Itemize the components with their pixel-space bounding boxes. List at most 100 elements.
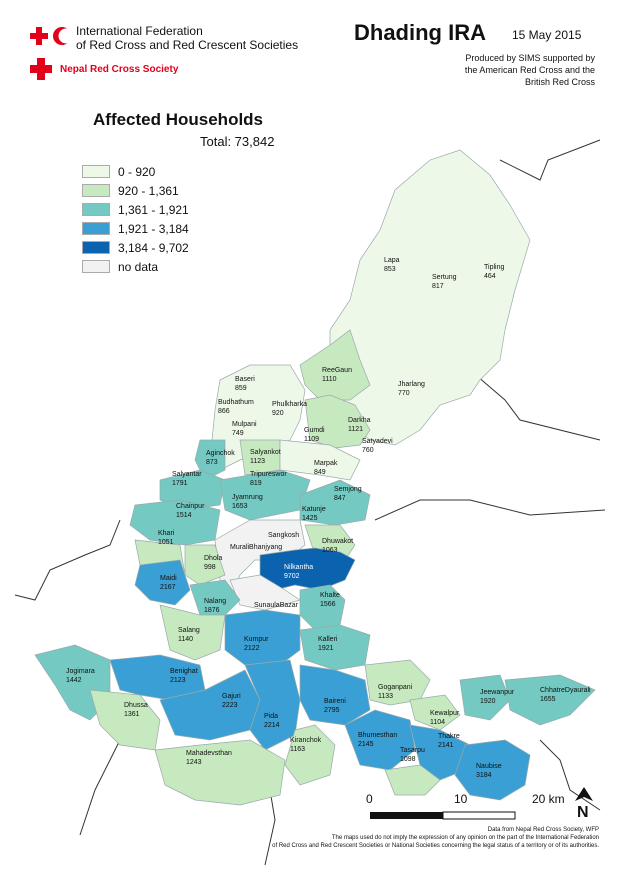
scale-mid: 10 — [454, 792, 468, 806]
legend-label: 1,361 - 1,921 — [118, 202, 189, 217]
vdc-label: Kiranchok 1163 — [290, 737, 322, 753]
footer-line-3: of Red Cross and Red Crescent Societies … — [272, 843, 599, 849]
vdc-label: Mahadevsthan 1243 — [186, 750, 232, 766]
vdc-aginchok — [194, 439, 226, 481]
vdc-label: Baseri 859 — [235, 376, 255, 392]
footer-line-2: The maps used do not imply the expressio… — [331, 835, 599, 841]
boundary-line — [14, 519, 121, 601]
boundary-line — [469, 369, 601, 441]
vdc-label: Chainpur 1514 — [176, 503, 205, 519]
vdc-salyantar — [159, 469, 226, 511]
footer-disclaimer: Data from Nepal Red Cross Society, WFP T… — [179, 826, 599, 850]
vdc-label: Nalang 1876 — [204, 598, 226, 614]
vdc-labels: Lapa 853 Sertung 817 Tipling 464 ReeGaun 111… — [66, 257, 591, 779]
legend-item: 920 - 1,361 — [82, 181, 189, 200]
legend-item: no data — [82, 257, 189, 276]
vdc-label: Aginchok 873 — [206, 450, 235, 466]
vdc-label: Khalte 1566 — [320, 592, 340, 608]
boundary-line — [499, 139, 601, 181]
vdc-label: Phulkharka 920 — [272, 401, 307, 417]
north-label: N — [577, 804, 589, 821]
vdc-mahadevsthan — [154, 739, 286, 806]
boundary-line — [539, 739, 601, 811]
vdc-label: Baireni 2795 — [324, 698, 346, 714]
vdc-label: Katunje 1425 — [302, 506, 326, 522]
vdc-bhumesthan — [344, 709, 416, 771]
ifrc-logo — [30, 27, 72, 45]
vdc-label: SunaulaBazar — [254, 602, 299, 609]
vdc-label: Khari 1051 — [158, 530, 175, 546]
boundary-line — [264, 789, 276, 866]
scale-labels: 0 10 20 km — [366, 792, 565, 806]
legend-swatch — [82, 241, 110, 254]
legend: 0 - 920 920 - 1,361 1,361 - 1,921 1,921 … — [82, 162, 189, 276]
north-arrow-icon — [575, 787, 593, 801]
vdc-label: Naubise 3184 — [476, 763, 502, 779]
legend-label: 0 - 920 — [118, 164, 156, 179]
vdc-label: Budhathum 866 — [218, 399, 254, 415]
vdc-label: Tasarpu 1098 — [400, 747, 425, 763]
vdc-tasarpu — [384, 764, 441, 796]
legend-label: 3,184 - 9,702 — [118, 240, 189, 255]
vdc-gumdi-darkha — [304, 394, 371, 449]
vdc-label: Lapa 853 — [384, 257, 400, 273]
vdc-label: Kewalpur 1104 — [430, 710, 460, 726]
vdc-label: Salyantar 1791 — [172, 471, 202, 487]
vdc-jeewanpur — [459, 674, 511, 721]
legend-total: Total: 73,842 — [200, 134, 275, 149]
vdc-label: Kumpur 2122 — [244, 636, 269, 652]
vdc-label: ChhatreDyaurali 1655 — [540, 687, 591, 703]
vdc-label: Goganpani 1133 — [378, 684, 413, 700]
vdc-label: Gajuri 2223 — [222, 693, 241, 709]
vdc-label: Dhola 998 — [204, 555, 222, 571]
map-date: 15 May 2015 — [512, 28, 582, 42]
vdc-label: Jyamrung 1653 — [232, 494, 263, 510]
vdc-label: Salang 1140 — [178, 627, 200, 643]
legend-swatch — [82, 222, 110, 235]
vdc-label: Salyankot 1123 — [250, 449, 281, 465]
vdc-maidi — [134, 559, 191, 606]
legend-label: 920 - 1,361 — [118, 183, 179, 198]
vdc-dhussa — [89, 689, 161, 751]
legend-label: 1,921 - 3,184 — [118, 221, 189, 236]
legend-label: no data — [118, 259, 159, 274]
nrcs-logo — [30, 58, 52, 80]
vdc-label: Dhussa 1361 — [124, 702, 148, 718]
produced-by: Produced by SIMS supported by the Americ… — [375, 52, 595, 88]
vdc-baireni — [299, 664, 371, 726]
org-line-2: of Red Cross and Red Crescent Societies — [76, 38, 299, 52]
vdc-label: Nilkantha 9702 — [284, 564, 313, 580]
vdc-label: Mulpani 749 — [232, 421, 257, 437]
vdc-label: Pida 2214 — [264, 713, 280, 729]
legend-swatch — [82, 260, 110, 273]
scale-bar — [370, 811, 516, 820]
legend-item: 0 - 920 — [82, 162, 189, 181]
vdc-label: Semjong 847 — [334, 486, 362, 502]
vdc-area-north — [329, 149, 531, 446]
boundary-line — [374, 499, 606, 521]
produced-line-1: Produced by SIMS supported by — [465, 53, 595, 63]
vdc-label: Jeewanpur 1920 — [480, 689, 515, 705]
vdc-label: Jharlang 770 — [398, 381, 425, 397]
vdc-label: Thakre 2141 — [438, 733, 460, 749]
vdc-label: Gumdi 1109 — [304, 427, 325, 443]
vdc-kalleri — [299, 624, 371, 671]
vdc-label: Satyadevi 760 — [362, 438, 393, 454]
legend-title: Affected Households — [93, 110, 264, 129]
vdc-chhatredyaurali — [504, 674, 596, 726]
vdc-label: Maidi 2167 — [160, 575, 177, 591]
vdc-pida — [244, 659, 301, 751]
scale-end: 20 km — [532, 792, 565, 806]
footer-line-1: Data from Nepal Red Cross Society, WFP — [487, 827, 599, 833]
legend-item: 3,184 - 9,702 — [82, 238, 189, 257]
vdc-kumpur — [224, 609, 301, 666]
vdc-kiranchok — [284, 724, 336, 786]
vdc-label: MuraliBhanjyang — [230, 544, 282, 551]
vdc-nalang — [189, 579, 241, 616]
vdc-label: Bhumesthan 2145 — [358, 732, 397, 748]
produced-line-3: British Red Cross — [524, 77, 595, 87]
vdc-label: Marpak 849 — [314, 460, 338, 476]
vdc-chainpur — [129, 499, 221, 546]
vdc-label: Benighat 2123 — [170, 668, 198, 684]
